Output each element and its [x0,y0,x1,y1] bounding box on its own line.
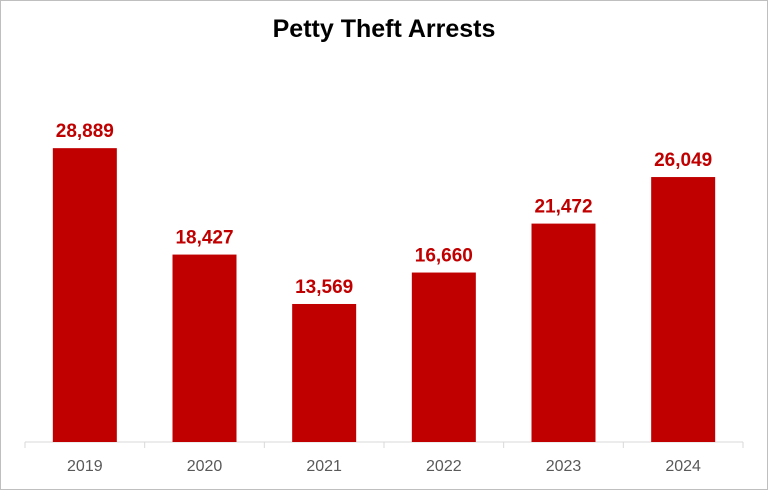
bar-2022 [411,272,476,442]
value-label-2024: 26,049 [654,150,712,171]
x-tick-label-2023: 2023 [546,458,582,475]
bar-2024 [651,177,716,442]
bar-2023 [531,223,596,442]
bar-2020 [172,254,237,442]
bar-2019 [52,148,117,442]
x-tick-label-2022: 2022 [426,458,462,475]
bar-2021 [292,303,357,442]
value-label-2021: 13,569 [295,277,353,298]
chart-title: Petty Theft Arrests [272,15,496,43]
x-tick-label-2020: 2020 [187,458,223,475]
x-tick-label-2021: 2021 [306,458,342,475]
value-label-2022: 16,660 [415,246,473,267]
value-label-2023: 21,472 [534,197,592,218]
x-tick-label-2024: 2024 [665,458,701,475]
x-tick-label-2019: 2019 [67,458,103,475]
value-label-2019: 28,889 [56,121,114,142]
value-label-2020: 18,427 [175,228,233,249]
